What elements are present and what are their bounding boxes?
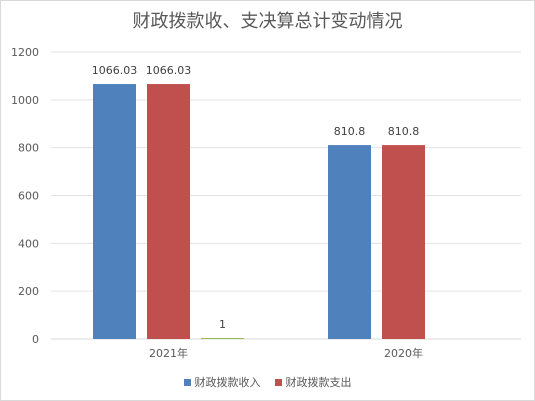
y-tick-label: 800 (18, 142, 39, 155)
chart-title: 财政拨款收、支决算总计变动情况 (132, 11, 403, 32)
y-tick-label: 400 (18, 237, 39, 250)
y-tick-label: 600 (18, 190, 39, 203)
y-tick-label: 0 (32, 333, 39, 346)
bar-value-label: 1066.03 (146, 64, 192, 77)
bar (93, 84, 136, 339)
legend-swatch (183, 378, 191, 386)
y-tick-label: 1000 (11, 94, 39, 107)
legend-label: 财政拨款收入 (194, 376, 261, 389)
x-tick-label: 2020年 (384, 346, 423, 360)
chart-legend: 财政拨款收入 财政拨款支出 (1, 374, 534, 390)
legend-item: 财政拨款收入 (183, 374, 261, 390)
bar-value-label: 810.8 (334, 125, 366, 138)
x-tick-label: 2021年 (149, 346, 188, 360)
bar-value-label: 1 (219, 318, 226, 331)
legend-label: 财政拨款支出 (285, 376, 352, 389)
legend-swatch (274, 378, 282, 386)
bar (201, 338, 244, 339)
bar-value-label: 810.8 (388, 125, 420, 138)
bar-value-label: 1066.03 (92, 64, 138, 77)
bar (328, 145, 371, 339)
y-tick-label: 200 (18, 285, 39, 298)
bar (147, 84, 190, 339)
legend-item: 财政拨款支出 (274, 374, 352, 390)
bar (382, 145, 425, 339)
y-tick-label: 1200 (11, 46, 39, 59)
